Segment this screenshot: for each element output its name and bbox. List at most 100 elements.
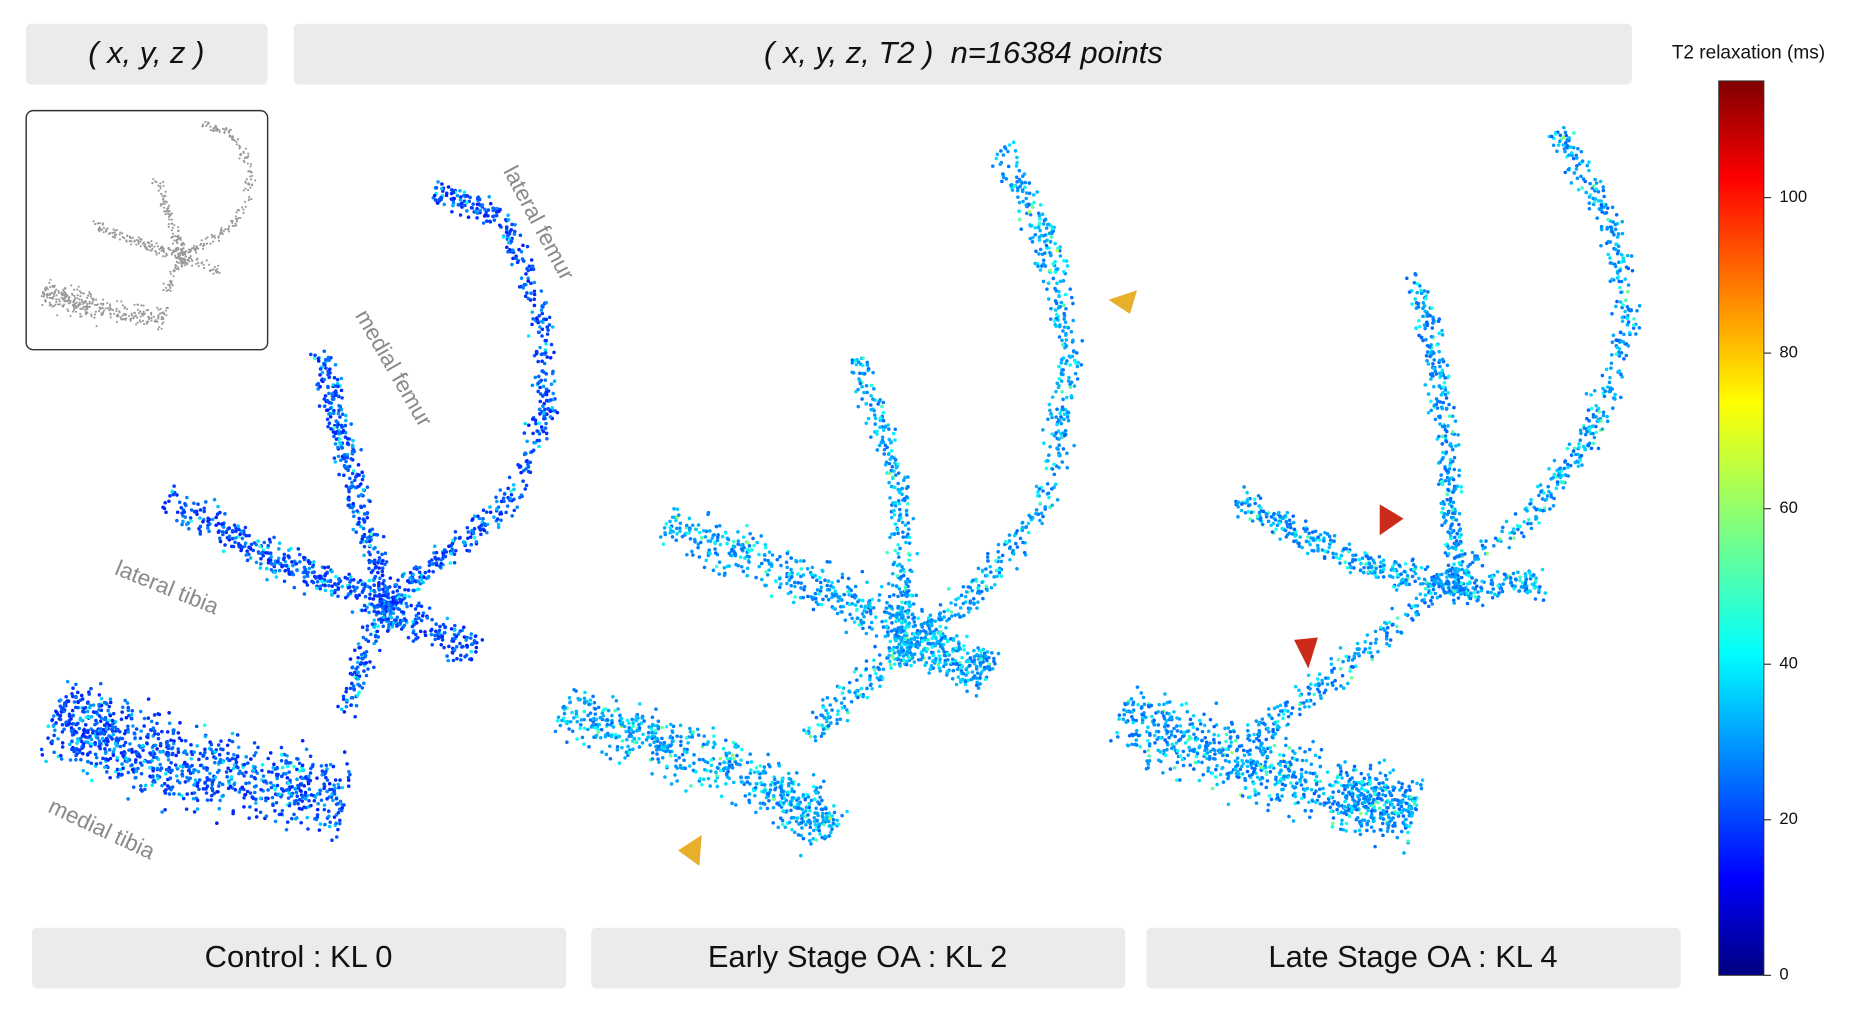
point [274, 800, 279, 805]
point [677, 756, 681, 760]
point [966, 585, 971, 589]
point [806, 813, 810, 817]
point [601, 714, 606, 718]
point [755, 540, 759, 545]
point [296, 783, 300, 788]
point [886, 581, 891, 586]
point [113, 719, 118, 724]
point [904, 631, 908, 635]
point [362, 553, 366, 558]
point [362, 603, 367, 608]
point [808, 809, 812, 813]
point [216, 743, 221, 747]
point [1062, 311, 1066, 316]
point [146, 735, 150, 740]
point [132, 731, 137, 735]
point [802, 559, 806, 563]
point [980, 580, 984, 585]
point [89, 714, 94, 719]
point [1048, 444, 1052, 449]
point [89, 686, 93, 691]
point [488, 505, 492, 509]
point [747, 800, 752, 805]
point [450, 209, 454, 214]
point [762, 765, 767, 769]
point [309, 766, 313, 771]
point [943, 658, 948, 663]
point [526, 334, 531, 338]
point [758, 764, 763, 768]
point [735, 753, 739, 758]
point [185, 792, 189, 796]
point [198, 751, 203, 756]
point [359, 652, 364, 657]
point [505, 504, 510, 508]
point [1329, 662, 1334, 666]
point [544, 317, 548, 322]
point [748, 771, 753, 776]
point [508, 496, 513, 501]
point [895, 612, 900, 617]
point [221, 760, 225, 764]
point [549, 382, 554, 387]
point [300, 795, 305, 800]
point [151, 774, 155, 779]
point [375, 605, 380, 609]
point [896, 531, 900, 536]
point [273, 570, 277, 575]
point [89, 741, 94, 746]
point [276, 556, 281, 561]
point [863, 604, 868, 609]
point [887, 649, 892, 653]
point [322, 807, 327, 812]
point [202, 509, 207, 514]
point [781, 809, 786, 813]
point [365, 624, 370, 628]
point [393, 583, 398, 587]
point [245, 789, 250, 794]
point [431, 569, 435, 574]
point [555, 410, 560, 415]
point [143, 787, 147, 792]
point [828, 560, 832, 564]
point [403, 587, 407, 592]
point [469, 649, 474, 654]
point [305, 574, 310, 578]
point [447, 544, 451, 549]
point [283, 569, 288, 573]
point [915, 551, 920, 556]
point [412, 623, 416, 627]
point [384, 560, 389, 564]
point [873, 671, 878, 676]
point [292, 802, 297, 806]
point [807, 839, 812, 843]
point [465, 525, 470, 530]
point [232, 523, 237, 527]
point [327, 824, 332, 829]
point [257, 551, 261, 555]
point [446, 185, 451, 189]
point [988, 564, 992, 569]
point [488, 220, 493, 224]
point [540, 311, 545, 316]
point [455, 193, 460, 198]
point [488, 510, 493, 515]
point [773, 781, 777, 786]
point [807, 802, 811, 807]
point [432, 551, 436, 555]
point [1059, 379, 1064, 383]
point [850, 370, 854, 375]
point [940, 645, 944, 649]
point [766, 762, 771, 767]
point [251, 768, 256, 773]
point [831, 817, 836, 822]
point [660, 725, 664, 730]
point [323, 588, 328, 593]
point [69, 726, 74, 730]
point [856, 599, 860, 604]
point [820, 814, 825, 819]
point [382, 584, 387, 588]
point [442, 645, 446, 650]
point [216, 504, 220, 509]
point [1031, 193, 1036, 197]
